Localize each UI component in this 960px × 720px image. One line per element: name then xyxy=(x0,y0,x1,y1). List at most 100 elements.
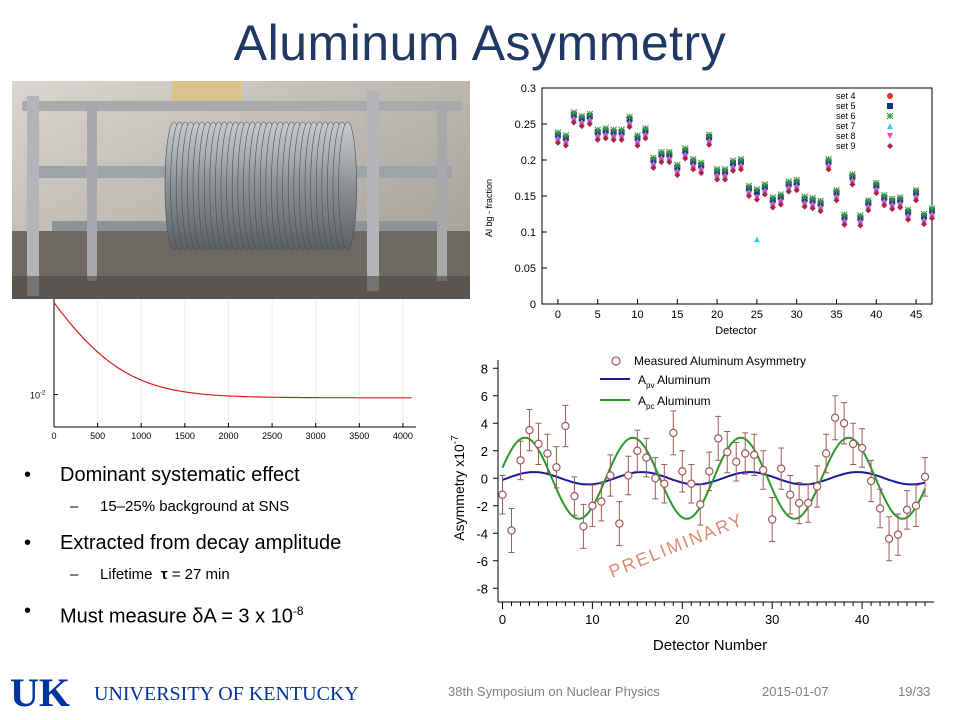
x-tick-label: 500 xyxy=(90,431,105,441)
data-point xyxy=(745,193,752,199)
data-point xyxy=(887,103,893,109)
data-point xyxy=(812,482,822,491)
data-point xyxy=(626,123,633,130)
data-point xyxy=(714,434,723,443)
legend-label: set 9 xyxy=(836,141,856,151)
data-point xyxy=(570,119,577,126)
data-point xyxy=(833,186,840,194)
svg-text:UK: UK xyxy=(10,674,70,710)
legend-label: Apv Aluminum xyxy=(638,373,711,390)
data-point xyxy=(552,463,561,472)
data-point xyxy=(794,498,804,508)
x-axis-label: Detector Number xyxy=(653,637,767,654)
data-point xyxy=(570,109,578,116)
data-point xyxy=(809,205,816,212)
data-point xyxy=(666,159,673,166)
data-point xyxy=(729,157,737,165)
data-point xyxy=(690,166,697,173)
data-point xyxy=(769,194,777,201)
data-point xyxy=(633,446,642,455)
data-point xyxy=(887,133,893,139)
plot-frame xyxy=(541,87,933,305)
bullet-dot-icon: • xyxy=(24,532,32,554)
apv-curve xyxy=(502,471,926,486)
svg-text:UNIVERSITY OF KENTUCKY: UNIVERSITY OF KENTUCKY xyxy=(94,683,359,705)
x-tick-label: 25 xyxy=(751,309,763,321)
data-point xyxy=(921,221,928,228)
x-tick-label: 2500 xyxy=(262,431,282,441)
data-point xyxy=(669,428,678,438)
y-tick-label: 10-2 xyxy=(30,391,46,401)
legend-label-tail: Aluminum xyxy=(654,373,710,387)
data-point xyxy=(801,193,809,201)
data-point xyxy=(745,182,753,190)
data-point xyxy=(597,497,606,506)
data-point xyxy=(905,216,912,223)
x-tick-label: 3500 xyxy=(349,431,369,441)
data-point xyxy=(658,159,665,166)
legend-marker xyxy=(611,356,621,366)
data-point xyxy=(857,443,867,453)
y-tick-label: -2 xyxy=(476,499,488,514)
data-point xyxy=(624,471,633,480)
data-point xyxy=(705,467,714,476)
data-point xyxy=(864,196,872,204)
data-point xyxy=(886,112,894,120)
footer-conference: 38th Symposium on Nuclear Physics xyxy=(448,684,660,699)
data-point xyxy=(785,490,795,499)
data-point xyxy=(777,201,784,208)
aluminum-asymmetry-chart: Detector Number Asymmetry x10-7 PRELIMIN… xyxy=(450,354,934,654)
y-tick-label: -8 xyxy=(476,581,488,596)
data-point xyxy=(769,204,776,211)
data-point xyxy=(498,490,507,499)
y-tick-label-base: 10 xyxy=(30,391,40,401)
data-point xyxy=(849,171,856,178)
y-tick-label: 0 xyxy=(530,299,536,311)
data-point xyxy=(761,181,769,188)
data-point xyxy=(758,465,768,475)
y-tick-label: 0 xyxy=(481,471,488,486)
x-tick-label: 30 xyxy=(791,309,803,321)
legend-label: Apc Aluminum xyxy=(638,394,711,411)
data-point xyxy=(658,148,665,156)
data-point xyxy=(801,203,808,210)
data-point xyxy=(586,121,593,127)
legend-label-tail: Aluminum xyxy=(654,394,710,408)
data-point xyxy=(642,135,649,142)
legend-label: Measured Aluminum Asymmetry xyxy=(634,354,806,368)
bullet-item: • Must measure δA = 3 x 10-8 xyxy=(24,600,304,628)
data-point xyxy=(896,194,904,201)
data-point xyxy=(821,449,831,458)
data-point xyxy=(776,464,786,473)
data-point xyxy=(642,124,649,132)
data-point xyxy=(866,476,876,486)
x-tick-label: 10 xyxy=(585,612,599,627)
footer-date: 2015-01-07 xyxy=(762,684,829,699)
x-tick-label: 0 xyxy=(51,431,56,441)
footer-page-number: 19/33 xyxy=(898,684,931,699)
data-point xyxy=(753,196,760,203)
y-tick-label: 2 xyxy=(481,444,488,459)
data-point xyxy=(841,221,848,228)
sub-bullet-item: –15–25% background at SNS xyxy=(22,496,462,518)
data-point xyxy=(525,425,534,435)
x-tick-label: 1000 xyxy=(131,431,151,441)
y-tick-label: 0.1 xyxy=(521,227,536,239)
data-point xyxy=(897,204,904,211)
data-point xyxy=(767,515,777,524)
data-point xyxy=(570,491,579,501)
data-point xyxy=(889,205,896,212)
data-point xyxy=(534,439,543,449)
data-point xyxy=(875,504,885,513)
data-point xyxy=(928,204,936,212)
data-point xyxy=(929,215,935,222)
y-tick-label: 8 xyxy=(481,361,488,376)
data-point xyxy=(777,191,785,198)
y-tick-label-exponent: -2 xyxy=(40,391,46,397)
y-tick-label: -6 xyxy=(476,554,488,569)
legend-label: set 5 xyxy=(836,101,856,111)
data-point xyxy=(682,155,689,162)
sub-bullet-item: – Lifetime τ = 27 min xyxy=(22,564,462,586)
x-tick-label: 3000 xyxy=(306,431,326,441)
data-point xyxy=(507,526,516,535)
